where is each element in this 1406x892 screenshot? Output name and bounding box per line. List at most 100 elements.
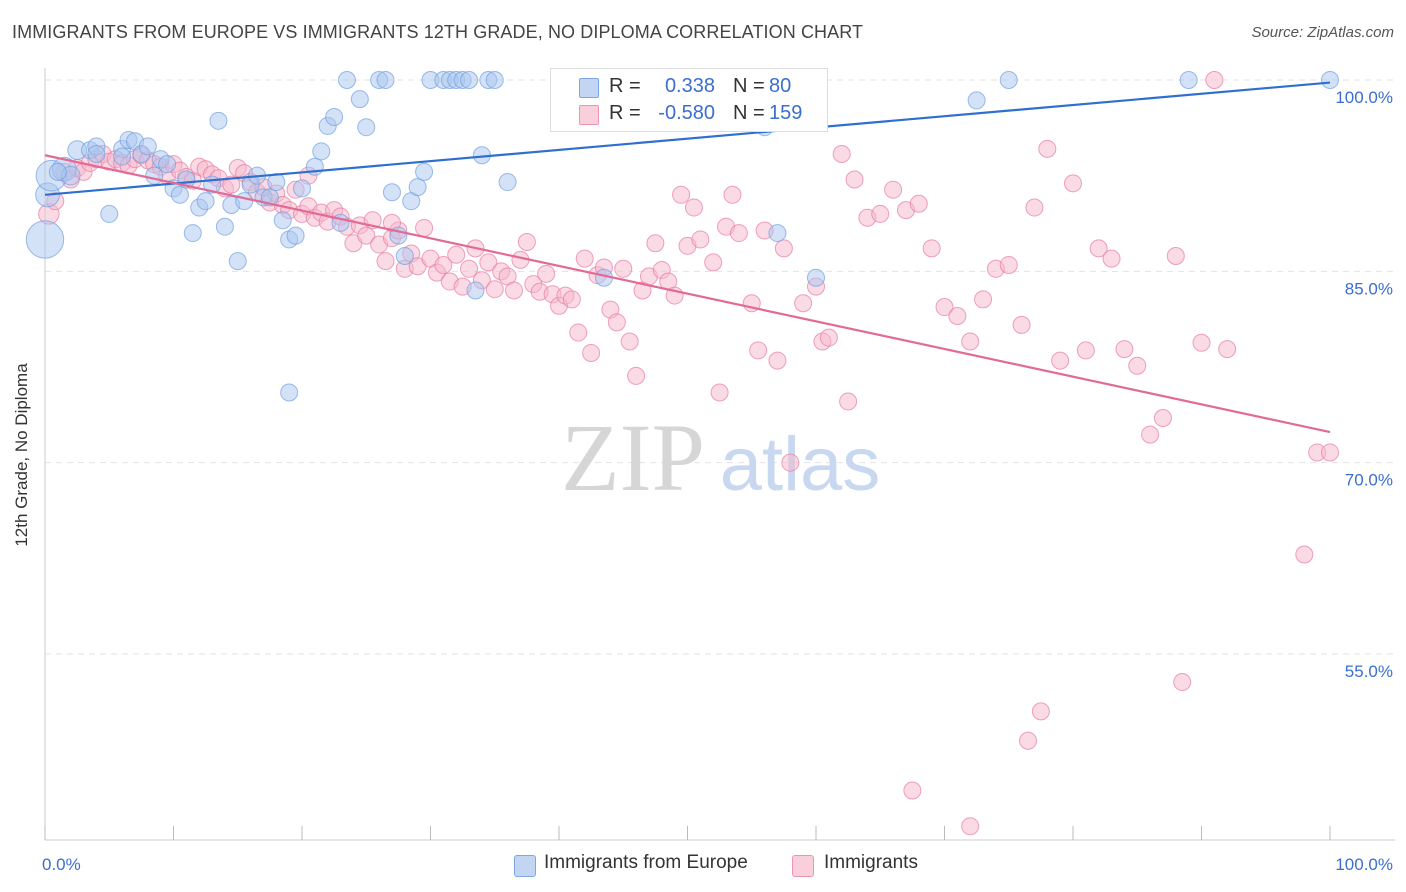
immigrants-point [832,144,851,163]
europe-point [280,383,299,402]
x-tick-label: 100.0% [1335,855,1393,874]
immigrants-point [999,255,1018,274]
immigrants-point [620,332,639,351]
immigrants-point [1102,249,1121,268]
immigrants-point [710,383,729,402]
europe-point [170,185,189,204]
europe-point [100,204,119,223]
immigrants-point [961,332,980,351]
n-label: N = [733,75,765,97]
immigrants-point [415,218,434,237]
immigrants-point [434,255,453,274]
europe-point [215,217,234,236]
europe-point [235,192,254,211]
y-tick-label: 100.0% [1335,88,1393,107]
immigrants-point [357,226,376,245]
europe-point [498,173,517,192]
europe-point [286,226,305,245]
europe-point [415,162,434,181]
immigrants-point [672,185,691,204]
y-axis-label: 12th Grade, No Diploma [12,363,31,547]
immigrants-point [909,194,928,213]
immigrants-trend-line [44,154,1331,434]
immigrants-point [646,234,665,253]
immigrants-point [222,175,241,194]
trend-lines [44,81,1331,434]
europe-point [967,91,986,110]
immigrants-point [935,298,954,317]
immigrants-point [774,239,793,258]
europe-point [807,268,825,287]
immigrants-point [537,264,556,283]
immigrants-point [819,328,838,347]
immigrants-point [704,253,723,272]
immigrants-point [582,343,601,362]
immigrants-point [1205,71,1224,89]
immigrants-point [845,170,864,189]
immigrants-point [505,281,524,300]
europe-point [87,144,106,163]
europe-point [260,188,279,207]
immigrants-point [607,313,626,332]
immigrants-point [1153,409,1172,428]
r-value: -0.580 [658,102,715,124]
europe-point [228,252,247,271]
immigrants-point [781,453,800,472]
immigrants-point [768,351,787,370]
y-tick-label: 85.0% [1345,279,1393,298]
immigrants-point [1064,174,1082,193]
watermark: ZIP atlas [561,404,880,511]
stats-legend: R = 0.338 N = 80 R = -0.580 N = 159 [550,68,828,132]
immigrants-point [1192,333,1211,352]
europe-point [25,220,65,259]
immigrants-point [1218,340,1237,359]
immigrants-point [729,224,748,243]
europe-point [138,137,157,156]
immigrants-point [871,204,890,223]
immigrants-point [376,252,395,271]
immigrants-point [1115,340,1134,359]
r-value: 0.338 [664,75,715,97]
immigrants-point [1128,356,1147,375]
n-value: 80 [769,75,792,97]
immigrants-point [974,290,993,309]
immigrants-point [922,239,941,258]
europe-point [1179,71,1198,89]
europe-point [325,107,344,126]
immigrants-point [1141,425,1160,444]
europe-point [183,224,202,243]
immigrants-point [1025,198,1044,217]
n-value: 159 [769,102,803,124]
europe-point [273,211,292,230]
immigrants-point [627,366,646,385]
europe-legend-swatch [514,855,536,877]
immigrants-point [903,781,922,800]
axes [44,68,1395,841]
immigrants-point [460,259,479,278]
europe-point [382,183,401,202]
r-label: R = [609,102,641,124]
europe-swatch [579,78,599,98]
immigrants-point [794,294,813,313]
immigrants-point [562,290,581,309]
europe-point [485,71,504,89]
r-label: R = [609,75,641,97]
europe-point [158,155,177,174]
immigrants-point [1012,315,1031,334]
immigrants-point [723,185,742,204]
immigrants-point [839,392,858,411]
watermark-atlas: atlas [720,422,881,507]
europe-point [768,224,787,243]
n-label: N = [733,102,765,124]
tick-labels: 100.0% 85.0% 70.0% 55.0% 0.0% 100.0% [42,88,1393,874]
immigrants-point [961,817,980,836]
immigrants-point [691,230,710,249]
europe-point [209,111,228,130]
immigrants-point [1321,443,1339,462]
europe-point [466,281,485,300]
immigrants-point [884,180,903,199]
europe-point [408,178,427,197]
immigrants-point [569,323,588,342]
europe-point [48,162,67,181]
